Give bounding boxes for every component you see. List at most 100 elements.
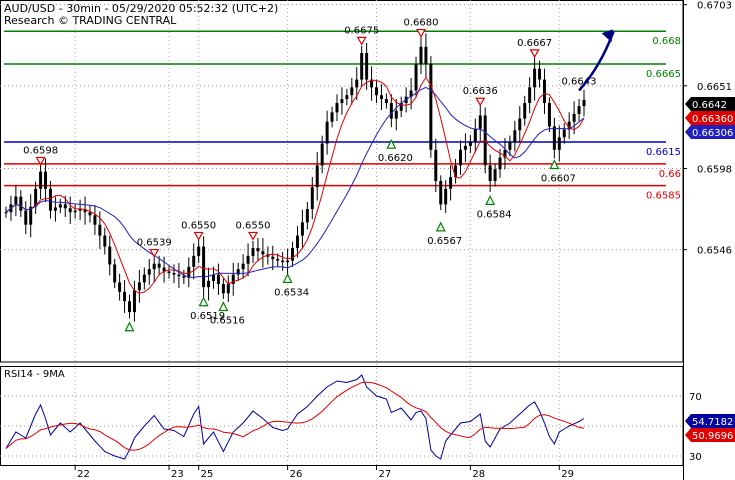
candle-body <box>449 177 453 189</box>
candle-body <box>271 256 275 260</box>
swing-high-marker <box>529 49 540 59</box>
candle-body <box>58 204 62 208</box>
candle-body <box>78 209 82 211</box>
candle-body <box>360 53 364 80</box>
time-tick-label: 27 <box>379 469 392 480</box>
candle-body <box>123 291 127 302</box>
candle-body <box>572 113 576 122</box>
swing-high-label: 0.6636 <box>463 86 498 97</box>
swing-high-marker <box>193 231 204 241</box>
candle-body <box>399 102 403 111</box>
candle-body <box>463 145 467 150</box>
time-tick-label: 22 <box>77 469 90 480</box>
candle-body <box>473 128 477 142</box>
candle-body <box>241 263 245 270</box>
swing-low-label: 0.6519 <box>190 311 225 322</box>
candle-body <box>454 165 458 178</box>
rsi-value-tag-bg <box>685 414 735 428</box>
candle-body <box>68 208 72 213</box>
candle-body <box>547 102 551 127</box>
candle-body <box>276 259 280 261</box>
candle-body <box>419 46 423 64</box>
time-tick-label: 26 <box>290 469 303 480</box>
rsi-title: RSI14 - 9MA <box>4 369 65 380</box>
candle-body <box>152 263 156 270</box>
candle-body <box>523 102 527 119</box>
candle-body <box>48 188 52 211</box>
candle-body <box>295 235 299 249</box>
candle-body <box>305 209 309 223</box>
candle-body <box>498 157 502 170</box>
candle-body <box>44 171 48 189</box>
candle-body <box>29 206 33 225</box>
ma-slow-value-tag-bg <box>685 125 735 139</box>
swing-high-marker <box>149 248 160 258</box>
swing-low-label: 0.6567 <box>427 236 462 247</box>
candle-body <box>236 269 240 275</box>
swing-low-marker <box>198 296 209 307</box>
candle-body <box>251 248 255 256</box>
candle-body <box>409 90 413 97</box>
candle-body <box>162 267 166 272</box>
ma-slow-value-tag: 0.66306 <box>692 128 733 139</box>
candle-body <box>508 141 512 150</box>
candle-body <box>103 235 107 247</box>
candle-body <box>315 165 319 188</box>
candle-body <box>429 63 433 150</box>
chart-title: AUD/USD - 30min - 05/29/2020 05:52:32 (U… <box>4 2 279 15</box>
candle-body <box>345 95 349 100</box>
current-price-tag-bg <box>685 97 735 111</box>
candle-body <box>562 129 566 138</box>
candle-body <box>552 126 556 150</box>
candle-body <box>310 187 314 210</box>
chart-subtitle: Research © TRADING CENTRAL <box>4 14 177 27</box>
swing-high-label: 0.6550 <box>236 220 271 231</box>
candle-body <box>424 46 428 64</box>
price-panel-frame <box>0 0 684 363</box>
swing-high-marker <box>356 36 367 46</box>
candle-body <box>137 282 141 291</box>
candle-body <box>14 196 18 205</box>
level-label-support: 0.66 <box>659 169 681 180</box>
candle-body <box>231 274 235 284</box>
rsi-tick-label: 70 <box>689 392 702 403</box>
candle-body <box>73 210 77 213</box>
swing-low-label: 0.6607 <box>541 173 576 184</box>
candle-body <box>468 141 472 146</box>
candle-body <box>350 87 354 96</box>
rsi-tick-label: 30 <box>689 452 702 463</box>
swing-high-label: 0.6539 <box>137 238 172 249</box>
swing-high-label: 0.6680 <box>403 18 438 29</box>
rsi-value-tag: 54.7182 <box>692 417 733 428</box>
candle-body <box>19 196 23 211</box>
candle-body <box>577 106 581 114</box>
price-tick-label: 0.6651 <box>697 82 732 93</box>
swing-low-marker <box>435 221 446 232</box>
candle-body <box>113 264 117 283</box>
candle-body <box>246 255 250 264</box>
candle-body <box>513 130 517 142</box>
candle-body <box>444 188 448 205</box>
candle-body <box>503 149 507 158</box>
candle-body <box>291 248 295 261</box>
level-label-pivot: 0.6615 <box>646 147 681 158</box>
ma-fast-value-tag: 0.66360 <box>692 114 733 125</box>
candle-body <box>98 224 102 236</box>
swing-low-marker <box>282 273 293 283</box>
candle-body <box>197 246 201 256</box>
candle-body <box>226 283 230 294</box>
candle-body <box>256 248 260 252</box>
candle-body <box>478 115 482 129</box>
candle-body <box>202 246 206 288</box>
price-tick-label: 0.6546 <box>697 246 732 257</box>
rsi-ma-value-tag-bg <box>685 428 735 442</box>
candle-body <box>394 110 398 119</box>
rsi-line <box>5 374 585 460</box>
time-tick-label: 25 <box>201 469 214 480</box>
rsi-ma-line <box>5 381 585 451</box>
ma-fast-line <box>5 76 585 294</box>
candle-body <box>142 274 146 283</box>
candle-body <box>216 274 220 284</box>
swing-low-marker <box>549 159 560 170</box>
